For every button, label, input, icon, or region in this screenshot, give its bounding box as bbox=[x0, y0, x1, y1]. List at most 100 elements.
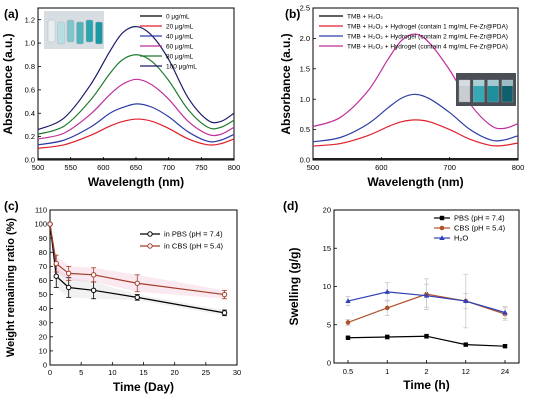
data-point bbox=[66, 284, 72, 291]
data-point bbox=[90, 287, 97, 294]
data-point bbox=[134, 280, 140, 286]
chart-panel-a: (a) 0.0 0.2 0.4 0.6 0.8 1.0 1.2 500 550 600 650 700 7… bbox=[1, 7, 240, 189]
data-point bbox=[463, 298, 469, 304]
data-point bbox=[463, 342, 468, 347]
y-axis-label: Absorbance (a.u.) bbox=[279, 33, 293, 134]
legend-label: TMB + H₂O₂ + Hydrogel (contain 4 mg/mL F… bbox=[347, 43, 508, 50]
series-4 bbox=[37, 78, 235, 140]
data-point bbox=[90, 272, 97, 278]
series-4 bbox=[312, 33, 519, 130]
legend-label: in CBS (pH = 5.4) bbox=[164, 242, 223, 251]
y-tick-label: 60 bbox=[39, 276, 47, 285]
y-axis-label: Absorbance (a.u.) bbox=[1, 33, 15, 134]
y-tick-label: 2.5 bbox=[300, 4, 310, 13]
x-tick-label: 550 bbox=[64, 163, 77, 172]
data-point bbox=[134, 294, 140, 301]
legend-label: H₂O bbox=[454, 234, 468, 243]
series-3 bbox=[345, 282, 508, 320]
series-line bbox=[37, 103, 235, 146]
plot-frame bbox=[312, 7, 519, 161]
x-tick-label: 30 bbox=[233, 368, 241, 377]
y-tick-label: 80 bbox=[39, 248, 47, 257]
x-tick-label: 15 bbox=[139, 368, 147, 377]
y-tick-label: 70 bbox=[39, 262, 47, 271]
chart-panel-c: (c) 0 10 20 30 40 50 60 70 80 90 100 110 0 5 10 15 20 25 30… bbox=[4, 199, 241, 394]
vial bbox=[47, 19, 56, 43]
data-point bbox=[66, 270, 72, 277]
panel-label: (d) bbox=[283, 199, 298, 213]
legend-marker bbox=[439, 235, 445, 240]
y-tick-label: 15 bbox=[323, 244, 331, 253]
inset-photo bbox=[456, 73, 516, 106]
series-1 bbox=[345, 333, 508, 349]
y-tick-label: 1.5 bbox=[300, 64, 310, 73]
cuvette-cap bbox=[501, 80, 513, 86]
x-tick-label: 2 bbox=[424, 367, 428, 376]
legend-label: 0 μg/mL bbox=[166, 13, 190, 20]
y-tick-label: 10 bbox=[323, 282, 331, 291]
data-point bbox=[345, 320, 351, 325]
legend: 0 μg/mL 20 μg/mL 40 μg/mL 60 μg/mL 80 μg/mL 1… bbox=[140, 13, 197, 70]
legend-label: in PBS (pH = 7.4) bbox=[164, 230, 223, 239]
legend-label: 60 μg/mL bbox=[166, 43, 194, 50]
data-point bbox=[385, 334, 390, 340]
data-point bbox=[384, 289, 390, 294]
y-tick-label: 100 bbox=[34, 220, 47, 229]
series-line bbox=[37, 26, 235, 131]
vial bbox=[57, 21, 65, 45]
x-tick-label: 800 bbox=[228, 163, 241, 172]
legend-marker bbox=[439, 215, 445, 221]
x-tick-label: 25 bbox=[202, 368, 210, 377]
legend-label: 100 μg/mL bbox=[166, 63, 197, 70]
cuvette-cap bbox=[459, 80, 470, 86]
series-2 bbox=[47, 221, 228, 300]
x-axis-label: Wavelength (nm) bbox=[367, 175, 463, 189]
y-axis-label: Weight remaining ratio (%) bbox=[5, 218, 17, 357]
y-tick-label: 0 bbox=[43, 361, 47, 370]
series-3 bbox=[312, 93, 519, 143]
vial bbox=[85, 19, 94, 43]
cuvette-cap bbox=[487, 80, 499, 86]
y-tick-label: 0.0 bbox=[25, 156, 35, 165]
legend: PBS (pH = 7.4)CBS (pH = 5.4)H₂O bbox=[434, 214, 506, 243]
series-line bbox=[49, 224, 225, 314]
y-tick-label: 0.8 bbox=[25, 62, 35, 71]
vial bbox=[95, 21, 103, 45]
data-point bbox=[221, 291, 228, 298]
data-point bbox=[345, 335, 351, 340]
data-point bbox=[502, 309, 508, 315]
x-tick-label: 800 bbox=[512, 163, 525, 172]
series-6 bbox=[37, 26, 235, 131]
legend-label: TMB + H₂O₂ + Hydrogel (contain 2 mg/mL F… bbox=[347, 33, 508, 40]
y-axis-label: Swelling (g/g) bbox=[287, 248, 301, 326]
legend-marker bbox=[439, 225, 445, 231]
x-tick-label: 1 bbox=[385, 367, 389, 376]
legend-marker bbox=[147, 243, 153, 249]
data-point bbox=[502, 343, 508, 349]
cuvette-cap bbox=[473, 80, 485, 86]
vial bbox=[66, 19, 75, 43]
y-tick-label: 0.0 bbox=[300, 156, 310, 165]
y-tick-label: 20 bbox=[323, 206, 331, 215]
x-tick-label: 700 bbox=[443, 163, 456, 172]
x-tick-label: 5 bbox=[79, 368, 83, 377]
y-tick-label: 2.0 bbox=[300, 34, 310, 43]
panel-label: (c) bbox=[4, 199, 19, 213]
legend-label: PBS (pH = 7.4) bbox=[454, 214, 505, 223]
series-2 bbox=[312, 119, 519, 147]
x-axis-label: Time (Day) bbox=[113, 380, 174, 394]
x-axis-label: Time (h) bbox=[403, 378, 449, 392]
legend-label: TMB + H₂O₂ + Hydrogel (contain 1 mg/mL F… bbox=[347, 23, 508, 30]
x-tick-label: 600 bbox=[97, 163, 110, 172]
data-point bbox=[424, 334, 429, 339]
panel-label: (b) bbox=[285, 7, 300, 21]
y-tick-label: 10 bbox=[39, 347, 47, 356]
x-tick-label: 20 bbox=[170, 368, 178, 377]
series-line bbox=[37, 118, 235, 149]
x-tick-label: 600 bbox=[375, 163, 388, 172]
y-tick-label: 1.0 bbox=[25, 39, 35, 48]
y-tick-label: 110 bbox=[35, 206, 47, 215]
y-tick-label: 1.0 bbox=[300, 95, 310, 104]
series-line bbox=[312, 93, 519, 143]
x-tick-label: 700 bbox=[162, 163, 175, 172]
